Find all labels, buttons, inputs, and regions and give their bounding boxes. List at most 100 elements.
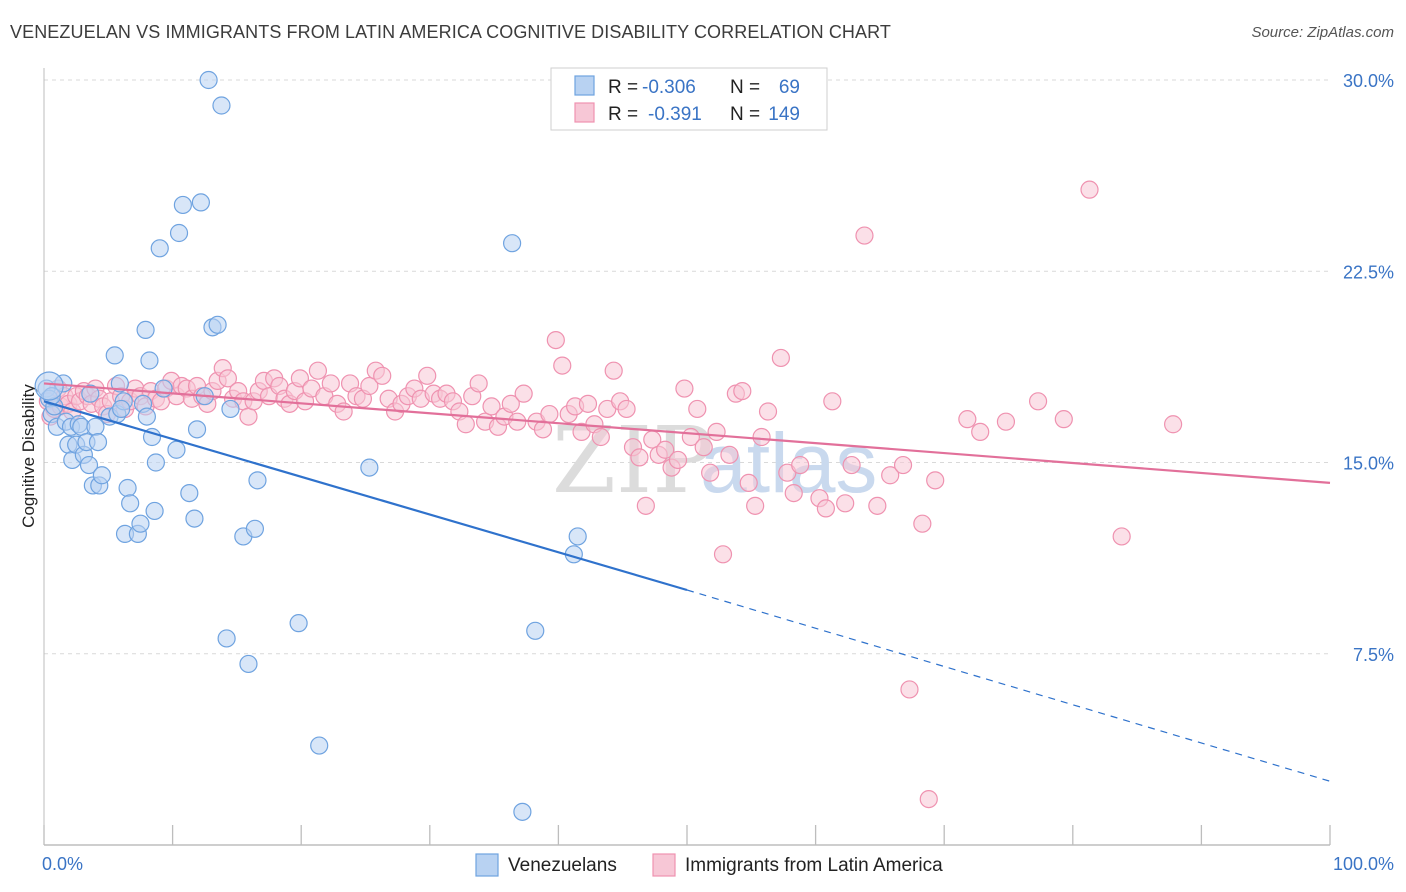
venezuelans-point-57 [248,471,267,490]
venezuelans-point-19 [88,433,108,452]
immigrants-point-134 [836,494,855,513]
legend-r-value-2: -0.391 [648,104,702,125]
legend-r-label-2: R = [608,104,638,125]
y-axis-title: Cognitive Disability [19,384,38,528]
immigrants-point-151 [1164,415,1183,434]
legend-swatch-pink [574,102,595,123]
x-tick-label-max: 100.0% [1333,854,1394,874]
legend-n-value-2: 149 [768,104,800,125]
legend-n-label-2: N = [730,104,760,125]
immigrants-point-65 [360,376,379,396]
trend-lines [43,382,1331,782]
immigrants-point-135 [842,455,861,475]
immigrants-point-112 [668,450,688,470]
trend-line-venezuelans-extrapolated [686,589,1331,782]
y-tick-label-1: 15.0% [1343,454,1394,474]
series-legend: Venezuelans Immigrants from Latin Americ… [475,853,943,877]
immigrants-point-136 [855,226,874,245]
immigrants-point-127 [771,348,790,368]
immigrants-point-116 [694,438,713,457]
trend-line-venezuelans [43,400,688,592]
immigrants-point-137 [868,496,887,515]
immigrants-point-89 [514,384,533,403]
immigrants-point-57 [308,361,328,380]
immigrants-point-113 [675,379,694,398]
immigrants-point-118 [707,422,726,441]
legend-n-label-1: N = [730,77,760,98]
immigrants-point-59 [321,374,340,393]
immigrants-point-119 [713,545,733,564]
venezuelans-point-67 [112,399,131,419]
immigrants-point-107 [636,496,655,515]
immigrants-point-115 [688,399,707,419]
legend-box [550,67,828,131]
chart-source: Source: ZipAtlas.com [1251,24,1394,41]
immigrants-point-110 [656,440,675,459]
venezuelans-point-38 [150,239,169,258]
immigrants-point-87 [501,394,520,413]
x-tick-marks [43,825,1331,845]
venezuelans-point-cluster [34,371,64,401]
immigrants-point-150 [1112,527,1131,546]
trend-line-immigrants [43,382,1331,484]
venezuelans-point-37 [146,453,165,472]
immigrants-point-138 [881,466,900,485]
venezuelans-point-25 [110,374,129,393]
immigrants-point-54 [290,369,310,388]
immigrants-point-145 [971,422,990,441]
immigrants-point-147 [1028,392,1048,411]
venezuelans-point-48 [199,70,218,90]
venezuelans-point-40 [167,440,186,459]
y-tick-label-2: 22.5% [1343,262,1394,282]
immigrants-point-123 [739,473,758,492]
venezuelans-point-28 [118,478,137,498]
legend-r-value-1: -0.306 [642,77,696,98]
venezuelans-point-39 [154,379,173,398]
immigrants-point-144 [958,410,977,429]
y-tick-labels: 7.5% 15.0% 22.5% 30.0% [1343,71,1394,665]
y-tick-label-0: 7.5% [1353,645,1394,665]
immigrants-point-122 [733,382,752,401]
venezuelans-point-18 [86,417,105,436]
immigrants-point-149 [1080,180,1099,199]
legend-r-label-1: R = [608,77,638,98]
immigrants-point-67 [373,366,392,385]
immigrants-point-92 [540,404,559,424]
x-tick-label-min: 0.0% [42,854,83,874]
immigrants-point-125 [752,427,771,447]
series-legend-swatch-immigrants [652,853,676,877]
venezuelans-point-36 [145,501,164,521]
immigrants-point-129 [784,484,803,503]
immigrants-point-74 [418,366,437,385]
immigrants-point-141 [913,514,932,533]
venezuelans-point-60 [360,458,379,477]
immigrants-point-139 [893,455,913,475]
venezuelans-point-62 [513,802,532,821]
immigrants-point-148 [1054,410,1073,429]
venezuelans-point-31 [131,514,150,533]
venezuelans-point-50 [208,315,227,334]
immigrants-point-80 [456,415,475,434]
legend-n-value-1: 69 [779,77,800,98]
venezuelans-point-51 [212,96,231,115]
venezuelans-point-53 [221,399,240,419]
venezuelans-point-61 [503,234,522,253]
immigrants-point-130 [791,455,810,475]
venezuelans-point-63 [526,621,545,640]
immigrants-point-120 [720,445,739,464]
venezuelans-point-21 [92,466,111,485]
legend-swatch-blue [574,75,595,96]
venezuelans-point-58 [289,614,308,633]
immigrants-point-104 [617,399,636,419]
axes [43,68,1331,846]
venezuelans-point-43 [180,484,199,503]
venezuelans-point-66 [137,407,156,426]
venezuelans-point-34 [140,351,159,370]
immigrants-point-126 [758,402,778,421]
venezuelans-point-56 [245,519,265,538]
gridlines [44,79,1330,655]
venezuelans-point-42 [173,195,192,215]
immigrants-point-93 [546,331,565,350]
venezuelans-point-41 [169,223,189,243]
y-tick-label-3: 30.0% [1343,71,1394,91]
